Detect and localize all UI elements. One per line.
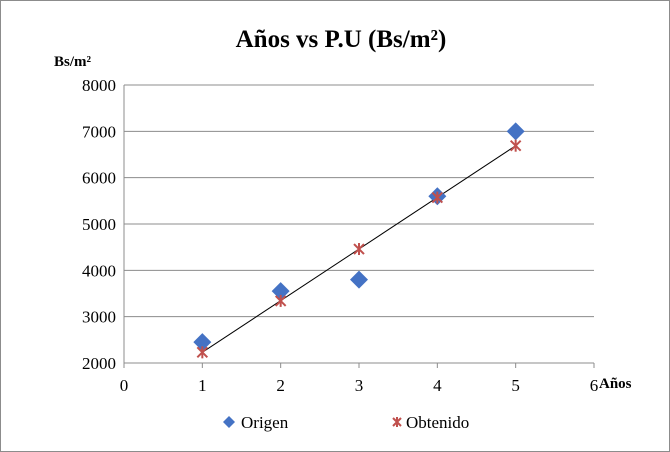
- x-tick-label: 2: [276, 376, 285, 395]
- x-tick-label: 4: [433, 376, 442, 395]
- y-tick-label: 5000: [82, 215, 116, 234]
- y-tick-label: 2000: [82, 354, 116, 373]
- legend-item-obtenido: Obtenido: [392, 413, 469, 432]
- legend-item-origen: Origen: [223, 413, 289, 432]
- marks-layer: [193, 122, 525, 359]
- y-tick-label: 3000: [82, 308, 116, 327]
- data-point-origen: [506, 122, 525, 141]
- x-tick-label: 0: [120, 376, 129, 395]
- axes-layer: [123, 85, 595, 368]
- data-point-origen: [350, 270, 368, 289]
- y-tick-label: 7000: [82, 122, 116, 141]
- data-point-obtenido: [431, 191, 444, 204]
- data-point-obtenido: [509, 139, 522, 152]
- y-axis-label: Bs/m²: [54, 54, 92, 70]
- y-tick-label: 4000: [82, 261, 116, 280]
- y-tick-label: 6000: [82, 169, 116, 188]
- data-point-origen: [193, 333, 212, 352]
- x-tick-label: 1: [198, 376, 207, 395]
- legend-marker: [392, 417, 402, 427]
- legend-label: Origen: [241, 413, 289, 432]
- ticks-layer: 2000 3000 4000 5000 6000 7000 8000 0 1 2 3 4 5 6: [82, 76, 598, 395]
- x-tick-label: 5: [511, 376, 520, 395]
- data-point-obtenido: [196, 346, 209, 359]
- legend-label: Obtenido: [406, 413, 469, 432]
- chart-title: Años vs P.U (Bs/m²): [236, 26, 447, 53]
- x-tick-label: 3: [355, 376, 364, 395]
- data-point-obtenido: [353, 243, 365, 256]
- grid-layer: [124, 84, 594, 318]
- data-point-obtenido: [274, 294, 287, 307]
- legend: Origen Obtenido: [223, 413, 469, 432]
- x-axis-label: Años: [599, 376, 632, 392]
- y-tick-label: 8000: [82, 76, 116, 95]
- x-tick-label: 6: [590, 376, 599, 395]
- legend-marker: [223, 416, 235, 428]
